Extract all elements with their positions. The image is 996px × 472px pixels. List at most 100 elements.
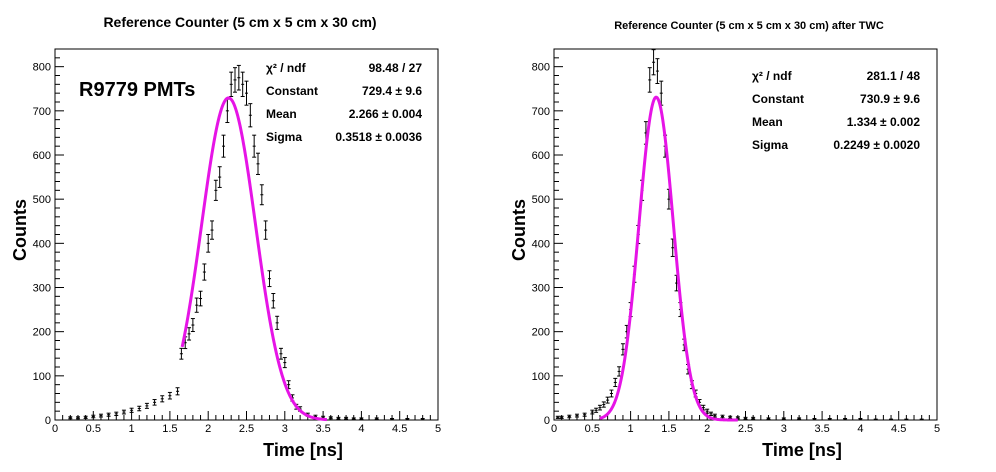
- data-point: [68, 416, 73, 420]
- y-axis-label: Counts: [509, 199, 529, 261]
- data-point: [390, 417, 395, 421]
- data-point: [919, 418, 924, 421]
- x-tick-label: 4.5: [891, 423, 906, 435]
- data-point: [889, 418, 894, 421]
- data-point: [797, 417, 802, 420]
- data-point: [351, 417, 356, 420]
- x-tick-label: 0.5: [585, 423, 600, 435]
- data-point: [609, 389, 614, 398]
- data-point: [114, 411, 119, 416]
- data-point: [601, 401, 606, 408]
- data-point: [781, 417, 786, 420]
- data-point: [359, 417, 364, 420]
- data-point: [225, 98, 230, 124]
- x-tick-label: 3.5: [315, 423, 330, 435]
- x-tick-label: 2: [704, 423, 710, 435]
- stats-value: 0.3518 ± 0.0036: [335, 130, 422, 144]
- data-point: [167, 391, 172, 400]
- stats-label: χ² / ndf: [752, 69, 793, 83]
- y-tick-label: 600: [532, 150, 550, 162]
- x-tick-label: 2.5: [738, 423, 753, 435]
- stats-value: 1.334 ± 0.002: [847, 115, 921, 129]
- gaussian-fit-curve: [599, 95, 738, 422]
- data-point: [259, 184, 264, 206]
- data-point: [271, 292, 276, 309]
- x-tick-label: 3.5: [814, 423, 829, 435]
- data-point: [843, 417, 848, 421]
- data-point: [617, 366, 622, 377]
- data-point: [728, 415, 733, 419]
- x-tick-label: 3: [781, 423, 787, 435]
- data-point: [766, 417, 771, 420]
- data-point: [210, 220, 215, 240]
- x-tick-label: 1.5: [661, 423, 676, 435]
- y-tick-label: 0: [544, 415, 550, 427]
- x-tick-label: 5: [435, 423, 441, 435]
- stats-box: χ² / ndf 281.1 / 48 Constant 730.9 ± 9.6 Mea…: [752, 69, 920, 152]
- data-point: [590, 409, 595, 415]
- data-point: [160, 395, 165, 403]
- data-point: [275, 315, 280, 330]
- stats-value: 98.48 / 27: [369, 61, 423, 75]
- data-point: [252, 134, 257, 158]
- x-tick-label: 1: [129, 423, 135, 435]
- data-point: [229, 71, 234, 98]
- data-point: [282, 357, 287, 369]
- stats-value: 2.266 ± 0.004: [349, 107, 423, 121]
- data-point: [198, 290, 203, 307]
- stats-value: 729.4 ± 9.6: [362, 84, 422, 98]
- stats-value: 0.2249 ± 0.0020: [833, 138, 920, 152]
- data-point: [233, 67, 238, 93]
- data-point: [91, 414, 96, 419]
- data-point: [597, 404, 602, 411]
- stats-value: 730.9 ± 9.6: [860, 92, 920, 106]
- data-point: [121, 409, 126, 415]
- stats-label: Constant: [266, 84, 318, 98]
- data-point: [720, 414, 725, 419]
- data-point: [194, 297, 199, 313]
- data-point: [221, 134, 226, 158]
- chart-title: Reference Counter (5 cm x 5 cm x 30 cm): [103, 14, 376, 30]
- y-tick-label: 500: [532, 194, 550, 206]
- data-point: [240, 71, 245, 98]
- data-point: [709, 411, 714, 416]
- data-point: [213, 179, 218, 201]
- y-tick-label: 700: [33, 106, 51, 118]
- stats-label: Mean: [752, 115, 783, 129]
- x-tick-label: 4.5: [392, 423, 407, 435]
- data-point: [827, 417, 832, 421]
- data-point: [144, 402, 149, 409]
- y-axis-label: Counts: [10, 199, 30, 261]
- data-point: [244, 80, 249, 106]
- x-axis-label: Time [ns]: [762, 440, 842, 460]
- x-tick-label: 4: [358, 423, 364, 435]
- y-tick-label: 800: [532, 62, 550, 74]
- x-tick-label: 0.5: [86, 423, 101, 435]
- data-point: [743, 416, 748, 420]
- data-point: [605, 396, 610, 404]
- x-tick-label: 2.5: [239, 423, 254, 435]
- data-point: [137, 405, 142, 412]
- stats-label: Sigma: [752, 138, 788, 152]
- data-point: [129, 407, 134, 413]
- y-tick-label: 200: [33, 327, 51, 339]
- x-tick-label: 3: [282, 423, 288, 435]
- data-point: [574, 413, 579, 418]
- stats-label: Sigma: [266, 130, 302, 144]
- data-point: [175, 387, 180, 396]
- x-tick-label: 5: [934, 423, 940, 435]
- x-axis-label: Time [ns]: [263, 440, 343, 460]
- data-point: [655, 58, 660, 84]
- data-point: [712, 413, 717, 418]
- y-tick-label: 400: [532, 238, 550, 250]
- data-point: [217, 166, 222, 188]
- data-point: [858, 417, 863, 421]
- x-tick-label: 4: [857, 423, 863, 435]
- data-point: [420, 417, 425, 421]
- x-tick-label: 0: [551, 423, 557, 435]
- data-point: [187, 327, 192, 341]
- data-point: [904, 418, 909, 421]
- x-tick-label: 1.5: [162, 423, 177, 435]
- data-point: [344, 416, 349, 420]
